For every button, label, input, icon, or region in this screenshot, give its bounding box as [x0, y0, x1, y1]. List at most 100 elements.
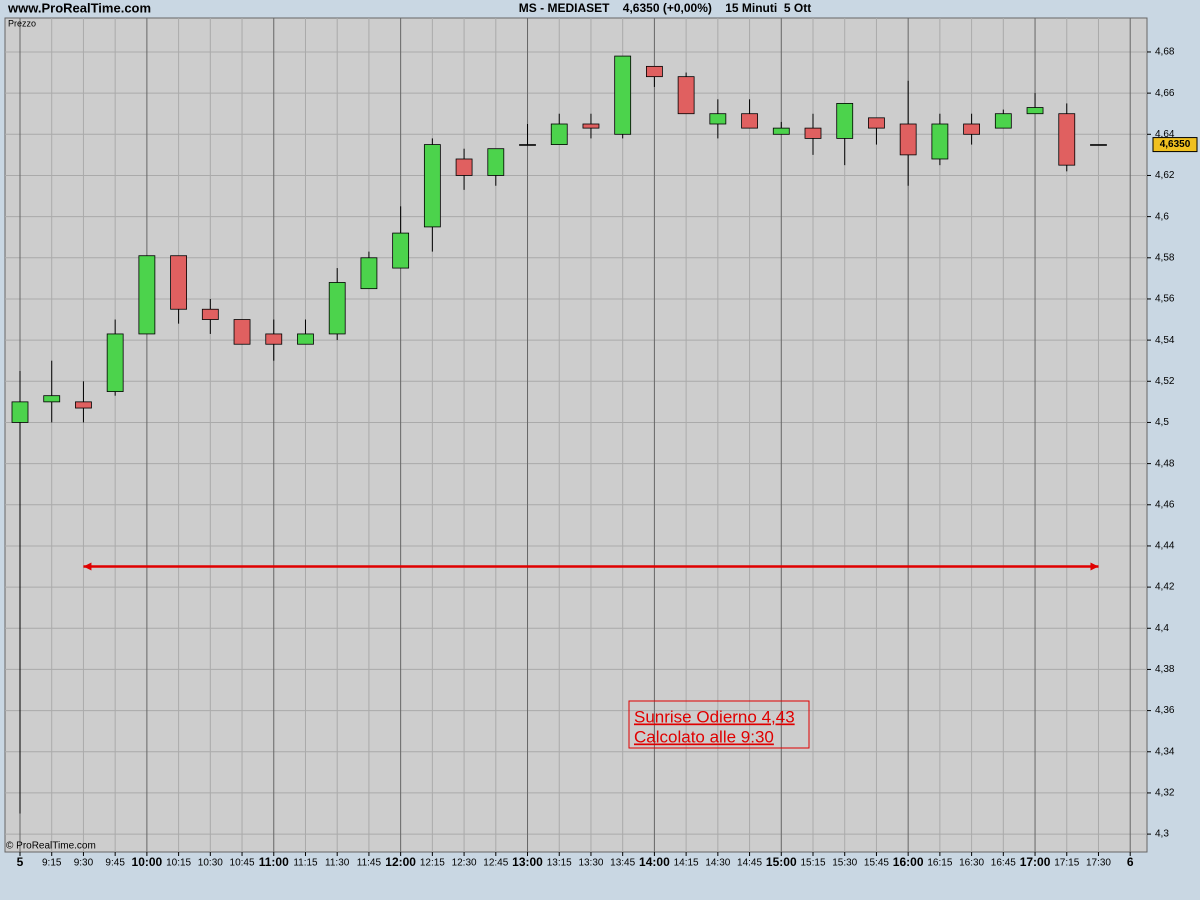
y-tick-label: 4,6 — [1155, 211, 1169, 222]
candle-body — [1090, 144, 1107, 146]
candle-body — [741, 113, 758, 129]
candle-body — [138, 255, 156, 335]
y-axis-label: Prezzo — [8, 18, 36, 28]
candle-body — [582, 123, 600, 129]
candle-body — [614, 55, 632, 135]
candle-body — [1058, 113, 1076, 166]
candle-body — [487, 148, 505, 176]
y-tick-label: 4,36 — [1155, 705, 1175, 716]
candle-body — [804, 127, 822, 139]
x-tick-label: 12:15 — [420, 858, 445, 869]
x-tick-label: 10:45 — [230, 858, 255, 869]
x-tick-label: 9:45 — [105, 858, 125, 869]
x-tick-label: 16:00 — [893, 855, 924, 869]
candle-body — [297, 333, 314, 345]
site-name: www.ProRealTime.com — [7, 0, 151, 15]
candle-body — [931, 123, 949, 160]
y-tick-label: 4,42 — [1155, 582, 1175, 593]
x-tick-label: 12:30 — [452, 858, 477, 869]
y-tick-label: 4,4 — [1155, 623, 1169, 634]
x-tick-label: 13:00 — [512, 855, 543, 869]
y-tick-label: 4,5 — [1155, 417, 1169, 428]
candle-body — [233, 319, 251, 345]
x-tick-label: 17:00 — [1020, 855, 1051, 869]
x-tick-label: 17:30 — [1086, 858, 1111, 869]
y-tick-label: 4,44 — [1155, 541, 1175, 552]
candle-body — [519, 144, 536, 146]
x-tick-label: 16:15 — [927, 858, 952, 869]
y-tick-label: 4,68 — [1155, 47, 1175, 58]
chart-title: MS - MEDIASET 4,6350 (+0,00%) 15 Minuti … — [519, 1, 811, 15]
candle-body — [75, 401, 92, 409]
x-tick-label: 14:45 — [737, 858, 762, 869]
candle-body — [963, 123, 980, 135]
x-tick-label: 13:15 — [547, 858, 572, 869]
y-tick-label: 4,3 — [1155, 829, 1169, 840]
annotation-box — [628, 700, 810, 749]
y-tick-label: 4,52 — [1155, 376, 1175, 387]
x-tick-label: 15:00 — [766, 855, 797, 869]
y-tick-label: 4,56 — [1155, 294, 1175, 305]
y-tick-label: 4,62 — [1155, 170, 1175, 181]
x-tick-label: 14:00 — [639, 855, 670, 869]
candle-body — [709, 113, 727, 125]
x-tick-label: 14:30 — [705, 858, 730, 869]
x-tick-label: 9:15 — [42, 858, 62, 869]
x-tick-label: 6 — [1127, 855, 1134, 869]
candle-body — [772, 127, 790, 135]
x-tick-label: 11:45 — [357, 858, 382, 869]
x-tick-label: 15:45 — [864, 858, 889, 869]
candle-body — [360, 257, 378, 290]
x-tick-label: 11:15 — [293, 858, 318, 869]
copyright: © ProRealTime.com — [6, 841, 96, 852]
x-tick-label: 15:30 — [832, 858, 857, 869]
price-tag-label: 4,6350 — [1160, 139, 1191, 150]
candle-body — [106, 333, 124, 392]
x-tick-label: 13:30 — [578, 858, 603, 869]
x-tick-label: 14:15 — [674, 858, 699, 869]
x-tick-label: 16:45 — [991, 858, 1016, 869]
y-tick-label: 4,66 — [1155, 88, 1175, 99]
x-tick-label: 11:00 — [259, 855, 289, 869]
y-tick-label: 4,46 — [1155, 499, 1175, 510]
y-tick-label: 4,54 — [1155, 335, 1175, 346]
candle-body — [1026, 107, 1044, 115]
candle-body — [455, 158, 473, 176]
y-tick-label: 4,38 — [1155, 664, 1175, 675]
y-tick-label: 4,48 — [1155, 458, 1175, 469]
candle-body — [994, 113, 1012, 129]
x-tick-label: 13:45 — [610, 858, 635, 869]
candle-body — [836, 103, 854, 139]
x-tick-label: 10:15 — [166, 858, 191, 869]
candle-body — [899, 123, 917, 156]
price-tag — [1152, 137, 1198, 153]
candle-body — [11, 401, 29, 423]
x-tick-label: 15:15 — [800, 858, 825, 869]
x-tick-label: 16:30 — [959, 858, 984, 869]
annotation: Sunrise Odierno 4,43 — [634, 707, 795, 726]
y-tick-label: 4,32 — [1155, 788, 1175, 799]
candle-body — [265, 333, 283, 345]
candle-body — [392, 232, 410, 269]
candle-body — [170, 255, 188, 310]
x-tick-label: 12:00 — [385, 855, 416, 869]
x-tick-label: 5 — [17, 855, 24, 869]
candle-body — [328, 282, 346, 335]
candle-body — [43, 395, 61, 403]
candle-body — [677, 76, 695, 115]
y-tick-label: 4,64 — [1155, 129, 1175, 140]
x-tick-label: 10:30 — [198, 858, 223, 869]
y-tick-label: 4,58 — [1155, 252, 1175, 263]
x-tick-label: 11:30 — [325, 858, 350, 869]
x-tick-label: 12:45 — [483, 858, 508, 869]
x-tick-label: 9:30 — [74, 858, 94, 869]
candle-body — [646, 65, 663, 78]
candle-body — [423, 144, 441, 228]
x-tick-label: 10:00 — [132, 855, 163, 869]
candle-body — [550, 123, 568, 145]
annotation: Calcolato alle 9:30 — [634, 727, 774, 746]
plot-area — [4, 17, 1148, 853]
x-tick-label: 17:15 — [1054, 858, 1079, 869]
candle-body — [868, 117, 885, 129]
